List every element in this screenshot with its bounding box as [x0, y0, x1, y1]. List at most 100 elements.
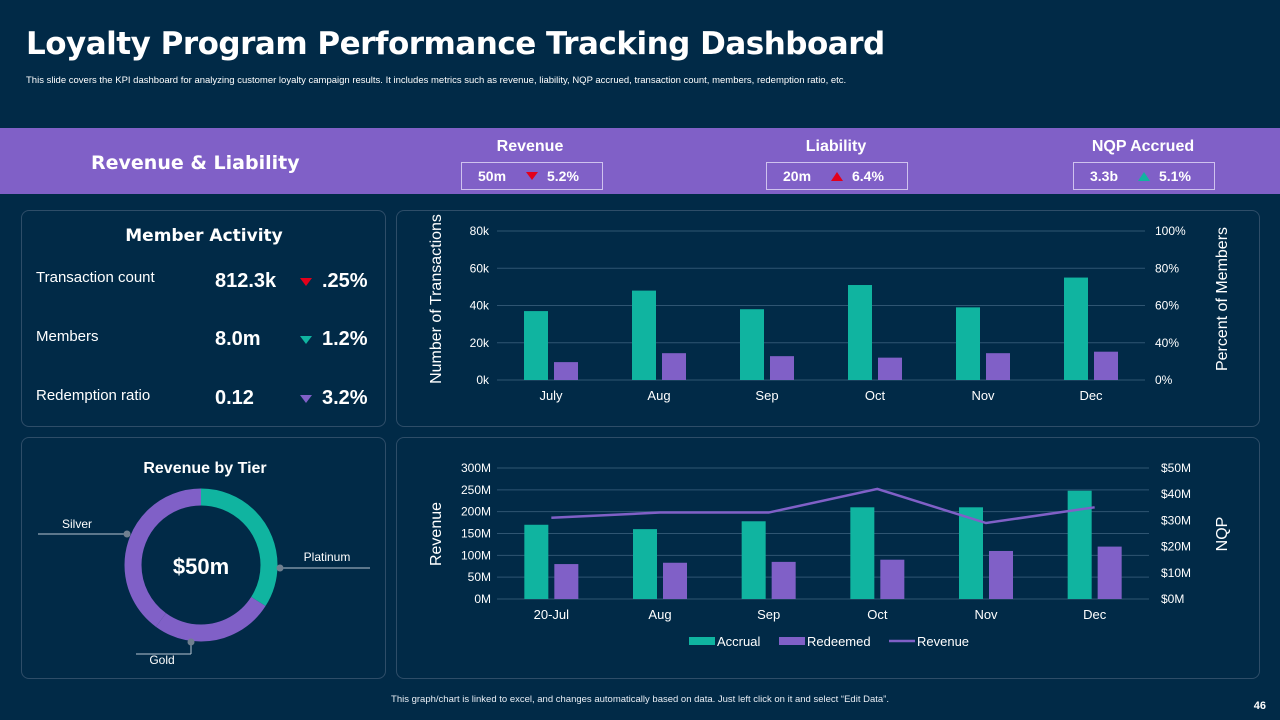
up-arrow-icon — [831, 171, 843, 181]
y-right-tick-label: 0% — [1155, 373, 1173, 387]
down-arrow-icon — [526, 172, 538, 180]
accrual-bar[interactable] — [1067, 490, 1092, 599]
transaction-count-change: .25% — [300, 270, 368, 293]
page-subtitle: This slide covers the KPI dashboard for … — [26, 75, 847, 86]
y-right-tick-label: 40% — [1155, 336, 1179, 350]
page-number: 46 — [1253, 700, 1266, 712]
kpi-liability-label: Liability — [805, 138, 867, 155]
revenue-by-tier-chart[interactable]: Revenue by Tier $50m Silver Platinum Gol… — [22, 438, 385, 678]
transactions-bar[interactable] — [524, 311, 548, 380]
redeemed-bar[interactable] — [771, 561, 796, 599]
members-value: 8.0m — [215, 328, 261, 350]
kpi-liability-change: 6.4% — [852, 168, 884, 184]
up-arrow-icon — [1138, 171, 1150, 181]
y-tick-label: 150M — [461, 527, 491, 541]
redemption-ratio-label: Redemption ratio — [36, 387, 151, 404]
member-activity-title: Member Activity — [125, 226, 283, 246]
transactions-bar[interactable] — [740, 309, 764, 380]
nqp-axis-label: NQP — [1214, 517, 1231, 552]
redemption-ratio-change: 3.2% — [300, 387, 368, 410]
y-right-tick-label: $20M — [1161, 540, 1191, 554]
revenue-by-tier-panel — [21, 437, 386, 679]
transaction-count-change-value: .25% — [322, 270, 368, 292]
y-tick-label: 100M — [461, 548, 491, 562]
x-tick-label: Aug — [648, 607, 671, 622]
kpi-nqp-box: 3.3b 5.1% — [1073, 162, 1215, 190]
y-tick-label: 0M — [474, 592, 491, 606]
transactions-bar[interactable] — [632, 290, 656, 380]
x-tick-label: Nov — [971, 388, 995, 403]
revenue-line[interactable] — [551, 487, 1095, 525]
y-right-tick-label: $0M — [1161, 592, 1184, 606]
kpi-revenue-label: Revenue — [496, 138, 564, 155]
accrual-bar[interactable] — [633, 529, 657, 599]
y-tick-label: 80k — [470, 224, 490, 238]
members-change: 1.2% — [300, 328, 368, 351]
members-bar[interactable] — [878, 357, 902, 380]
redeemed-bar[interactable] — [989, 550, 1013, 599]
transactions-bar[interactable] — [848, 285, 872, 380]
y-tick-label: 60k — [470, 261, 490, 275]
y-tick-label: 20k — [470, 336, 490, 350]
redeemed-bar[interactable] — [663, 562, 687, 599]
redemption-ratio-value: 0.12 — [215, 387, 254, 409]
kpi-revenue-box: 50m 5.2% — [461, 162, 603, 190]
x-tick-label: Nov — [974, 607, 998, 622]
kpi-nqp-label: NQP Accrued — [1091, 138, 1195, 155]
y-tick-label: 0k — [476, 373, 490, 387]
x-tick-label: Aug — [647, 388, 670, 403]
down-arrow-icon — [300, 394, 312, 403]
transactions-axis-label: Number of Transactions — [428, 214, 445, 384]
donut-center-value: $50m — [173, 554, 229, 579]
band-title: Revenue & Liability — [91, 152, 300, 174]
y-right-tick-label: $50M — [1161, 461, 1191, 475]
y-tick-label: 40k — [470, 299, 490, 313]
accrual-bar[interactable] — [850, 507, 875, 599]
y-tick-label: 250M — [461, 483, 491, 497]
redeemed-bar[interactable] — [1097, 546, 1122, 599]
revenue-chart[interactable]: Revenue NQP 0M 50M 100M 150M 200M 250M 300M $0M… — [397, 438, 1259, 678]
redemption-ratio-change-value: 3.2% — [322, 387, 368, 409]
platinum-leader-dot — [276, 564, 284, 572]
transactions-chart-panel — [396, 210, 1260, 427]
y-tick-label: 300M — [461, 461, 491, 475]
accrual-bar[interactable] — [741, 521, 766, 599]
accrual-bar[interactable] — [959, 507, 983, 599]
members-label: Members — [36, 328, 99, 345]
member-activity-panel — [21, 210, 386, 427]
y-right-tick-label: 80% — [1155, 261, 1179, 275]
transaction-count-value: 812.3k — [215, 270, 277, 292]
members-bar[interactable] — [770, 356, 794, 380]
transactions-bar[interactable] — [956, 307, 980, 380]
legend-label: Accrual — [717, 634, 760, 649]
members-bar[interactable] — [1094, 351, 1118, 380]
down-arrow-icon — [300, 335, 312, 344]
kpi-liability-box: 20m 6.4% — [766, 162, 908, 190]
members-bar[interactable] — [554, 362, 578, 380]
x-tick-label: 20-Jul — [534, 607, 570, 622]
members-change-value: 1.2% — [322, 328, 368, 350]
kpi-revenue-value: 50m — [478, 168, 507, 184]
redeemed-bar[interactable] — [880, 559, 905, 599]
platinum-label: Platinum — [304, 550, 351, 564]
redeemed-bar[interactable] — [554, 564, 579, 599]
y-tick-label: 200M — [461, 505, 491, 519]
y-right-tick-label: 100% — [1155, 224, 1186, 238]
members-bar[interactable] — [662, 353, 686, 380]
x-tick-label: July — [539, 388, 563, 403]
transactions-bar[interactable] — [1064, 277, 1088, 380]
kpi-nqp-value: 3.3b — [1090, 168, 1119, 184]
gold-leader-dot — [187, 638, 195, 646]
x-tick-label: Oct — [865, 388, 886, 403]
down-arrow-icon — [300, 277, 312, 286]
page-title: Loyalty Program Performance Tracking Das… — [26, 26, 885, 62]
members-bar[interactable] — [986, 353, 1010, 380]
y-tick-label: 50M — [468, 570, 491, 584]
x-tick-label: Oct — [867, 607, 888, 622]
accrual-bar[interactable] — [524, 524, 549, 599]
donut-slice-silver[interactable] — [124, 488, 278, 642]
y-right-tick-label: 60% — [1155, 299, 1179, 313]
members-percent-axis-label: Percent of Members — [1214, 227, 1231, 371]
donut-slice-gold[interactable] — [124, 488, 278, 642]
transactions-chart[interactable]: Number of Transactions Percent of Member… — [397, 211, 1259, 426]
